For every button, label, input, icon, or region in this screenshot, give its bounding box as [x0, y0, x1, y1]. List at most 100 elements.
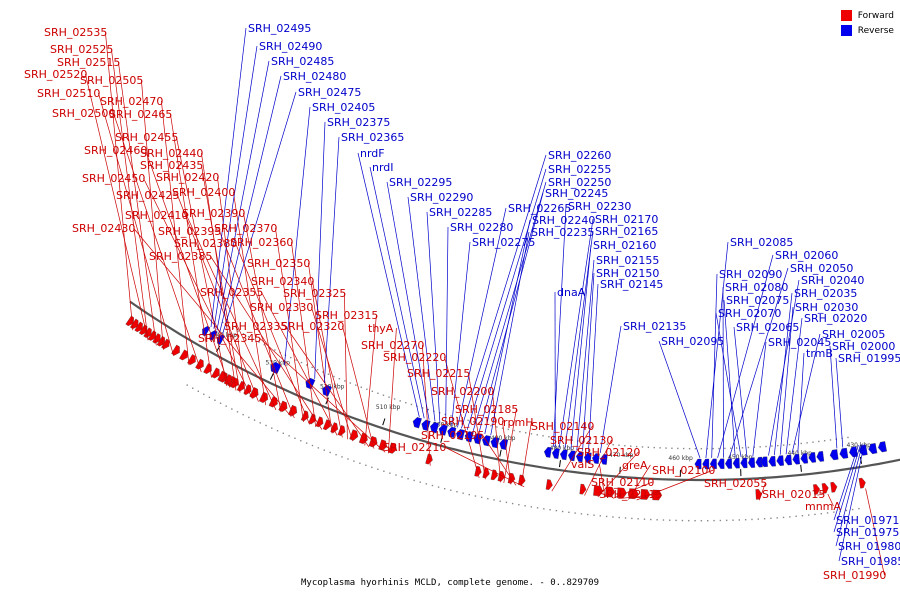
scale-dot: [712, 447, 714, 450]
scale-dot: [662, 519, 665, 521]
scale-dot: [823, 440, 826, 442]
reverse-gene-arrow: [768, 456, 776, 467]
reverse-leader-line: [658, 340, 701, 459]
scale-dot: [450, 489, 452, 491]
reverse-gene-label: SRH_02290: [410, 191, 473, 204]
scale-dot: [263, 344, 265, 346]
scale-tick-label: 490 kbp: [491, 435, 516, 442]
forward-gene-label: SRH_02015: [762, 488, 825, 501]
scale-dot: [656, 519, 658, 521]
forward-leader-line: [342, 325, 375, 449]
scale-dot: [618, 444, 620, 446]
forward-gene-label: SRH_02420: [156, 171, 219, 184]
scale-tick: [440, 435, 444, 443]
forward-gene-label: SRH_02360: [230, 236, 293, 249]
forward-leader-line: [758, 482, 766, 501]
reverse-leader-line: [484, 219, 531, 435]
legend-label-forward: Forward: [857, 10, 894, 21]
scale-dot: [605, 515, 608, 518]
reverse-gene-arrow: [709, 458, 717, 470]
scale-tick-label: 500 kbp: [433, 421, 458, 428]
scale-dot: [782, 444, 785, 446]
reverse-gene-label: SRH_02245: [545, 187, 608, 200]
forward-leader-line: [444, 446, 525, 488]
scale-dot: [365, 464, 367, 467]
reverse-gene-label: SRH_01980: [838, 540, 900, 553]
scale-dot: [618, 516, 620, 519]
scale-dot: [338, 378, 341, 380]
forward-gene-arrow: [211, 367, 220, 379]
forward-leader-line: [584, 439, 612, 496]
scale-dot: [543, 508, 545, 510]
legend-item-reverse: Reverse: [840, 23, 894, 38]
forward-leader-line: [98, 92, 175, 357]
scale-dot: [643, 518, 646, 520]
scale-dot: [413, 479, 415, 482]
forward-leader-line: [235, 242, 310, 425]
scale-dot: [730, 447, 732, 449]
scale-dot: [845, 509, 848, 512]
forward-gene-label: SRH_02185: [455, 403, 518, 416]
scale-tick-label: 450 kbp: [728, 454, 753, 461]
scale-dot: [259, 422, 261, 424]
reverse-leader-line: [564, 230, 594, 449]
reverse-gene-arrow: [808, 452, 817, 463]
forward-gene-arrow: [652, 489, 663, 501]
scale-dot: [725, 519, 728, 522]
forward-leader-line: [311, 306, 353, 442]
scale-dot: [524, 505, 526, 507]
reverse-gene-arrow: [784, 454, 792, 466]
scale-dot: [353, 460, 355, 462]
reverse-leader-line: [779, 306, 794, 455]
reverse-leader-line: [773, 292, 793, 456]
forward-gene-arrow: [147, 330, 157, 341]
reverse-gene-label: SRH_01971: [836, 514, 899, 527]
reverse-leader-line: [284, 106, 311, 366]
forward-gene-label: SRH_02435: [140, 159, 203, 172]
scale-dot: [311, 444, 314, 447]
scale-dot: [236, 411, 239, 413]
forward-gene-label: SRH_02200: [431, 385, 494, 398]
scale-dot: [580, 513, 583, 515]
forward-gene-label: SRH_02520: [24, 68, 87, 81]
reverse-gene-label: SRH_02250: [548, 176, 611, 189]
reverse-leader-line: [216, 60, 270, 331]
scale-dot: [735, 447, 738, 449]
scale-dot: [467, 419, 469, 422]
forward-gene-label: SRH_02350: [247, 257, 310, 270]
reverse-gene-label: SRH_01975: [836, 526, 899, 539]
reverse-leader-line: [835, 444, 863, 547]
reverse-gene-arrow: [464, 431, 474, 443]
reverse-leader-line: [588, 283, 599, 452]
reverse-leader-line: [219, 75, 282, 333]
scale-dot: [794, 443, 797, 445]
scale-dot: [388, 396, 390, 398]
reverse-leader-line: [314, 121, 326, 379]
scale-dot: [333, 375, 335, 378]
scale-dot: [474, 495, 477, 497]
reverse-gene-label: SRH_02085: [730, 236, 793, 249]
scale-dot: [635, 445, 638, 448]
forward-leader-line: [308, 262, 333, 434]
reverse-gene-arrow: [792, 453, 801, 465]
forward-gene-label: SRH_02430: [72, 222, 135, 235]
reverse-gene-arrow: [456, 429, 465, 441]
forward-gene-arrow: [152, 333, 161, 344]
scale-dot: [300, 440, 302, 442]
scale-dot: [847, 436, 849, 439]
scale-dot: [258, 341, 260, 343]
scale-dot: [599, 515, 602, 517]
scale-dot: [637, 518, 639, 520]
scale-tick-label: 540 kbp: [212, 332, 237, 339]
scale-dot: [801, 515, 804, 517]
scale-dot: [427, 408, 430, 411]
reverse-gene-label: SRH_02405: [312, 101, 375, 114]
map-caption: Mycoplasma hyorhinis MCLD, complete geno…: [300, 578, 599, 588]
forward-gene-arrow: [171, 344, 180, 356]
forward-gene-label: SRH_02355: [200, 286, 263, 299]
reverse-leader-line: [835, 357, 844, 448]
scale-dot: [456, 416, 458, 419]
reverse-gene-label: SRH_02030: [795, 301, 858, 314]
reverse-gene-arrow: [702, 458, 710, 470]
